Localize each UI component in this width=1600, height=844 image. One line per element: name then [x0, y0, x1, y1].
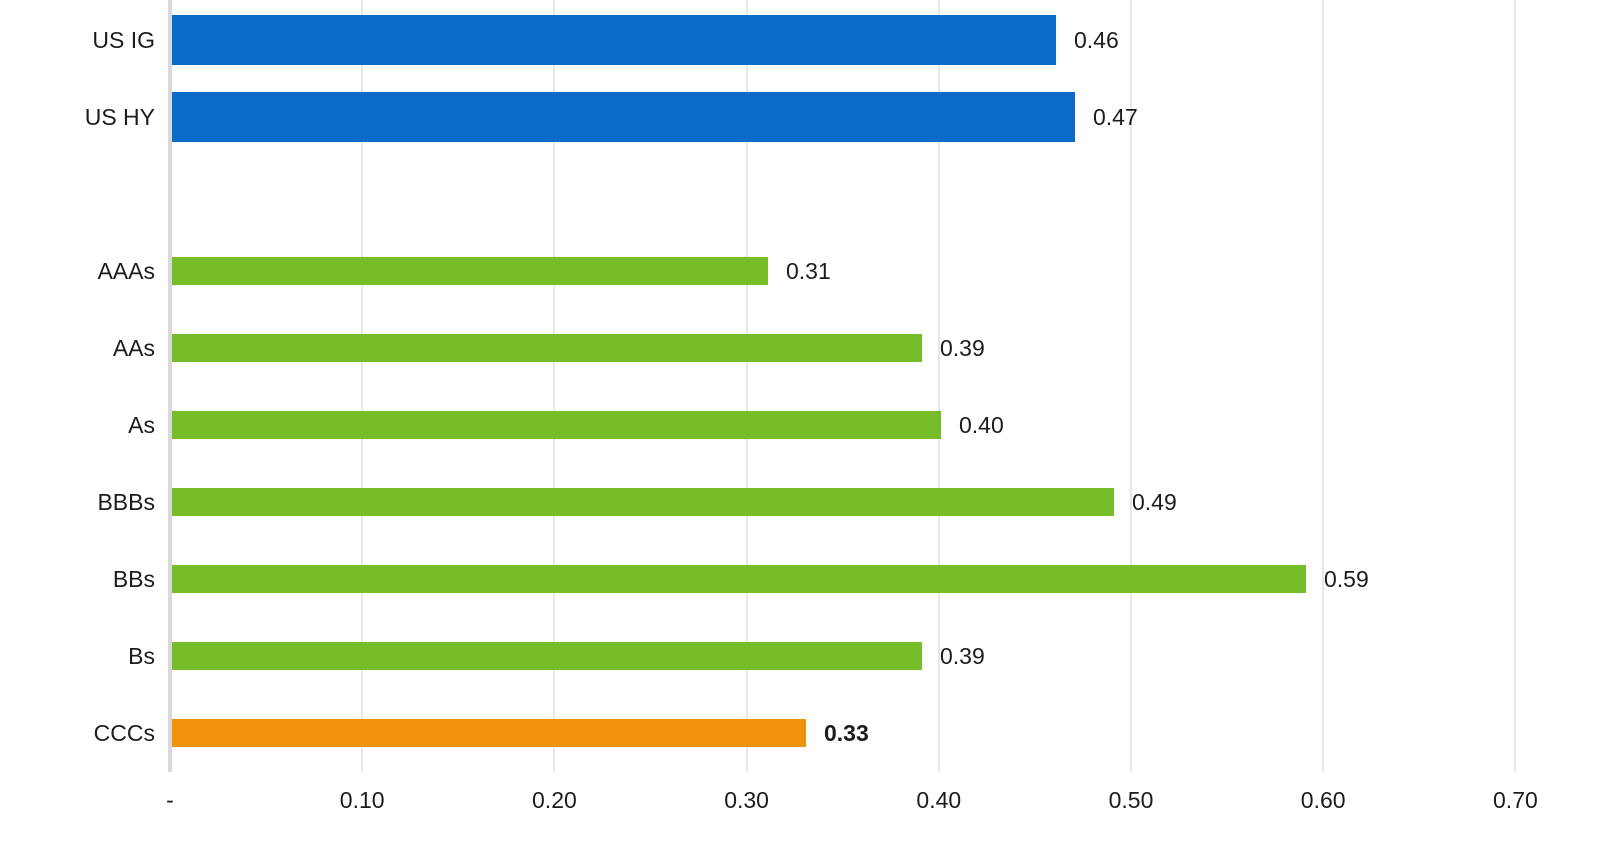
x-gridline	[1514, 0, 1517, 772]
category-label-us-ig: US IG	[92, 27, 155, 53]
category-label-bs: Bs	[128, 643, 155, 669]
bar-bbbs	[172, 488, 1114, 516]
x-tick-label: -	[166, 787, 174, 813]
x-tick-label: 0.10	[339, 787, 385, 813]
y-axis-line	[168, 0, 172, 772]
value-label-aaas: 0.31	[786, 258, 831, 284]
x-tick-label: 0.70	[1493, 787, 1538, 813]
bar-as	[172, 411, 941, 439]
value-label-cccs: 0.33	[824, 720, 869, 746]
x-gridline	[745, 0, 748, 772]
x-tick-label: 0.50	[1108, 787, 1154, 813]
category-label-bbs: BBs	[112, 566, 155, 592]
x-gridline	[1130, 0, 1132, 772]
bar-bbs	[172, 565, 1306, 593]
bar-bs	[172, 642, 922, 670]
bar-us-ig	[172, 15, 1056, 65]
x-tick-label: 0.60	[1300, 787, 1346, 813]
category-label-bbbs: BBBs	[97, 489, 155, 515]
x-tick-label: 0.40	[916, 787, 962, 813]
value-label-bbbs: 0.49	[1132, 489, 1177, 515]
value-label-us-hy: 0.47	[1093, 104, 1138, 130]
category-label-aaas: AAAs	[97, 258, 155, 284]
value-label-aas: 0.39	[940, 335, 985, 361]
bar-cccs	[172, 719, 806, 747]
value-label-as: 0.40	[959, 412, 1004, 438]
category-label-aas: AAs	[112, 335, 155, 361]
x-gridline	[937, 0, 940, 772]
x-tick-label: 0.20	[532, 787, 577, 813]
category-label-cccs: CCCs	[93, 720, 155, 746]
category-label-as: As	[128, 412, 155, 438]
x-gridline	[553, 0, 556, 772]
category-label-us-hy: US HY	[84, 104, 155, 130]
bar-us-hy	[172, 92, 1075, 142]
bar-aas	[172, 334, 922, 362]
value-label-bbs: 0.59	[1324, 566, 1369, 592]
value-label-us-ig: 0.46	[1074, 27, 1119, 53]
x-gridline	[1322, 0, 1325, 772]
bar-aaas	[172, 257, 768, 285]
x-tick-label: 0.30	[724, 787, 769, 813]
x-gridline	[361, 0, 364, 772]
value-label-bs: 0.39	[940, 643, 985, 669]
